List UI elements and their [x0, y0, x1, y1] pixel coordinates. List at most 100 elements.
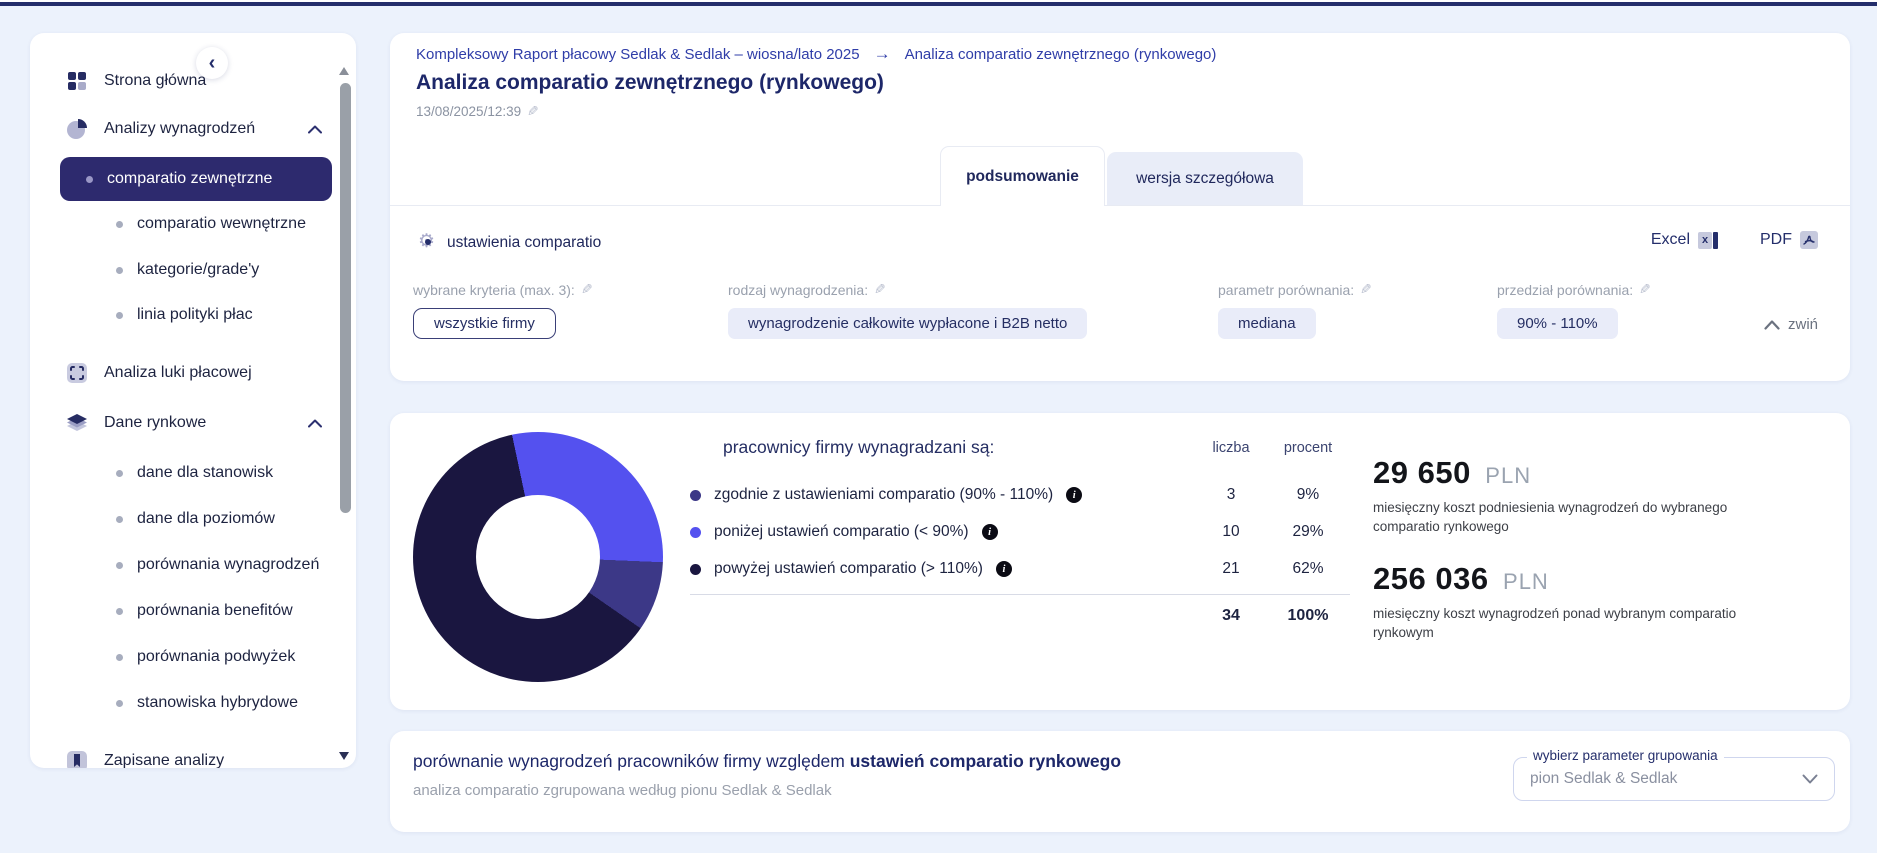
cost-metrics: 29 650 PLN miesięczny koszt podniesienia… [1373, 455, 1793, 643]
legend-label-text: zgodnie z ustawieniami comparatio (90% -… [714, 486, 1054, 503]
sidebar-item-stanowiska-hybrydowe[interactable]: stanowiska hybrydowe [116, 685, 322, 721]
sidebar-item-strona-glowna[interactable]: Strona główna [66, 63, 322, 99]
collapse-label: zwiń [1787, 316, 1818, 333]
sidebar-group-label: Analizy wynagrodzeń [104, 120, 256, 137]
sidebar-collapse-button[interactable]: ‹ [196, 47, 228, 79]
timestamp-value: 13/08/2025/12:39 [416, 104, 522, 119]
sidebar-item-dane-dla-stanowisk[interactable]: dane dla stanowisk [116, 455, 322, 491]
metric-raise-cost: 29 650 PLN miesięczny koszt podniesienia… [1373, 455, 1793, 537]
edit-pencil-icon[interactable]: ✎ [1360, 281, 1372, 297]
count-value: 10 [1222, 523, 1240, 540]
sidebar-item-analiza-luki-placowej[interactable]: Analiza luki płacowej [66, 355, 322, 391]
donut-chart [413, 432, 663, 682]
gear-icon: ⚙ [418, 231, 438, 253]
sidebar-item-label: comparatio wewnętrzne [137, 215, 306, 232]
edit-pencil-icon[interactable]: ✎ [1639, 281, 1651, 297]
sidebar-item-kategorie-gradey[interactable]: kategorie/grade'y [116, 252, 322, 288]
sidebar-item-porownania-benefitow[interactable]: porównania benefitów [116, 593, 322, 629]
sidebar-item-label: porównania wynagrodzeń [137, 556, 320, 573]
metric-over-cost: 256 036 PLN miesięczny koszt wynagrodzeń… [1373, 561, 1793, 643]
sidebar-item-linia-polityki-plac[interactable]: linia polityki płac [116, 297, 322, 333]
percent-value: 29% [1292, 523, 1324, 540]
page-title: Analiza comparatio zewnętrznego (rynkowe… [416, 71, 884, 94]
column-header-procent: procent [1283, 439, 1333, 456]
sidebar-item-label: dane dla poziomów [137, 510, 275, 527]
column-header-liczba: liczba [1212, 439, 1250, 456]
sidebar-group-label: Dane rynkowe [104, 414, 207, 431]
sidebar-item-comparatio-wewnetrzne[interactable]: comparatio wewnętrzne [116, 206, 322, 242]
filter-chip-rodzaj-wynagrodzenia[interactable]: wynagrodzenie całkowite wypłacone i B2B … [728, 308, 1088, 339]
bullet-icon [116, 220, 123, 228]
info-icon[interactable]: i [1066, 487, 1083, 503]
percent-value: 62% [1292, 560, 1324, 577]
pdf-label: PDF [1760, 231, 1792, 248]
edit-pencil-icon[interactable]: ✎ [580, 281, 593, 297]
chevron-up-icon[interactable] [308, 125, 322, 134]
scrollbar-up-arrow[interactable] [339, 67, 349, 75]
grid-icon [66, 70, 88, 92]
edit-pencil-icon[interactable]: ✎ [874, 281, 886, 297]
filter-chip-przedzial-porownania[interactable]: 90% - 110% [1497, 308, 1618, 339]
sidebar-item-label: Analiza luki płacowej [104, 364, 252, 381]
currency-label: PLN [1485, 463, 1532, 488]
sidebar-item-comparatio-zewnetrzne[interactable]: comparatio zewnętrzne [60, 157, 332, 201]
report-header-card: Kompleksowy Raport płacowy Sedlak & Sedl… [390, 33, 1850, 381]
grouping-select[interactable]: pion Sedlak & Sedlak [1513, 757, 1835, 801]
legend-dot-icon [690, 526, 701, 538]
currency-label: PLN [1503, 568, 1549, 594]
tab-wersja-szczegolowa[interactable]: wersja szczegółowa [1107, 152, 1303, 205]
bookmark-icon [66, 750, 88, 768]
export-excel-button[interactable]: Excel x [1651, 231, 1718, 249]
scrollbar-down-arrow[interactable] [339, 752, 349, 760]
sidebar-item-label: Zapisane analizy [104, 752, 225, 768]
legend-header: pracownicy firmy wynagradzani są: liczba… [690, 437, 1350, 458]
breadcrumb-root-link[interactable]: Kompleksowy Raport płacowy Sedlak & Sedl… [416, 45, 860, 63]
breadcrumb-current-link[interactable]: Analiza comparatio zewnętrznego (rynkowe… [904, 45, 1217, 63]
sidebar-group-dane-rynkowe[interactable]: Dane rynkowe [66, 405, 322, 441]
sidebar-item-porownania-podwyzek[interactable]: porównania podwyżek [116, 639, 322, 675]
legend-row-powyzej: powyżej ustawień comparatio (> 110%) i 2… [690, 554, 1350, 584]
sidebar-item-label: porównania benefitów [137, 602, 293, 619]
sidebar-item-dane-dla-poziomow[interactable]: dane dla poziomów [116, 501, 322, 537]
sidebar-item-label: porównania podwyżek [137, 648, 296, 665]
top-accent-bar [0, 2, 1877, 6]
sidebar-item-porownania-wynagrodzen[interactable]: porównania wynagrodzeń [116, 547, 322, 583]
chevron-up-icon[interactable] [308, 419, 322, 428]
tab-label: wersja szczegółowa [1136, 169, 1274, 187]
metric-caption: miesięczny koszt podniesienia wynagrodze… [1373, 500, 1728, 534]
donut-hole [476, 495, 600, 619]
layers-icon [66, 412, 88, 434]
breadcrumb: Kompleksowy Raport płacowy Sedlak & Sedl… [416, 44, 1216, 64]
filter-chip-parametr-porownania[interactable]: mediana [1218, 308, 1316, 339]
metric-caption: miesięczny koszt wynagrodzeń ponad wybra… [1373, 605, 1737, 640]
tab-podsumowanie[interactable]: podsumowanie [940, 146, 1105, 206]
export-pdf-button[interactable]: PDF [1760, 231, 1818, 249]
count-value: 21 [1222, 560, 1240, 577]
bullet-icon [116, 607, 123, 615]
info-icon[interactable]: i [981, 524, 998, 540]
legend-row-zgodnie: zgodnie z ustawieniami comparatio (90% -… [690, 480, 1350, 510]
excel-icon: x [1698, 231, 1718, 249]
top-edge [0, 0, 1877, 2]
metric-value: 256 036 [1373, 560, 1489, 596]
chevron-left-icon: ‹ [208, 52, 216, 74]
bullet-icon [116, 653, 123, 661]
sidebar-item-zapisane-analizy[interactable]: Zapisane analizy [66, 743, 322, 768]
legend-label-text: powyżej ustawień comparatio (> 110%) [714, 560, 983, 577]
legend-row-ponizej: poniżej ustawień comparatio (< 90%) i 10… [690, 517, 1350, 547]
excel-label: Excel [1650, 231, 1690, 248]
sidebar-group-analizy-wynagrodzen[interactable]: Analizy wynagrodzeń [66, 111, 322, 147]
edit-pencil-icon[interactable]: ✎ [527, 103, 539, 119]
settings-title-label: ustawienia comparatio [447, 234, 602, 251]
breadcrumb-arrow-icon: → [873, 44, 891, 63]
scrollbar-thumb[interactable] [340, 83, 351, 513]
metric-value: 29 650 [1373, 455, 1471, 490]
sidebar: ‹ Strona główna Analizy wynagrodzeń comp… [30, 33, 356, 768]
info-icon[interactable]: i [995, 561, 1012, 577]
chart-legend: pracownicy firmy wynagradzani są: liczba… [690, 437, 1350, 625]
collapse-settings-link[interactable]: zwiń [1764, 316, 1818, 333]
filter-chip-wybrane-kryteria[interactable]: wszystkie firmy [413, 308, 556, 339]
count-value: 3 [1226, 486, 1236, 503]
settings-section-title: ⚙ ustawienia comparatio [418, 231, 602, 253]
sidebar-item-label: kategorie/grade'y [137, 261, 260, 278]
